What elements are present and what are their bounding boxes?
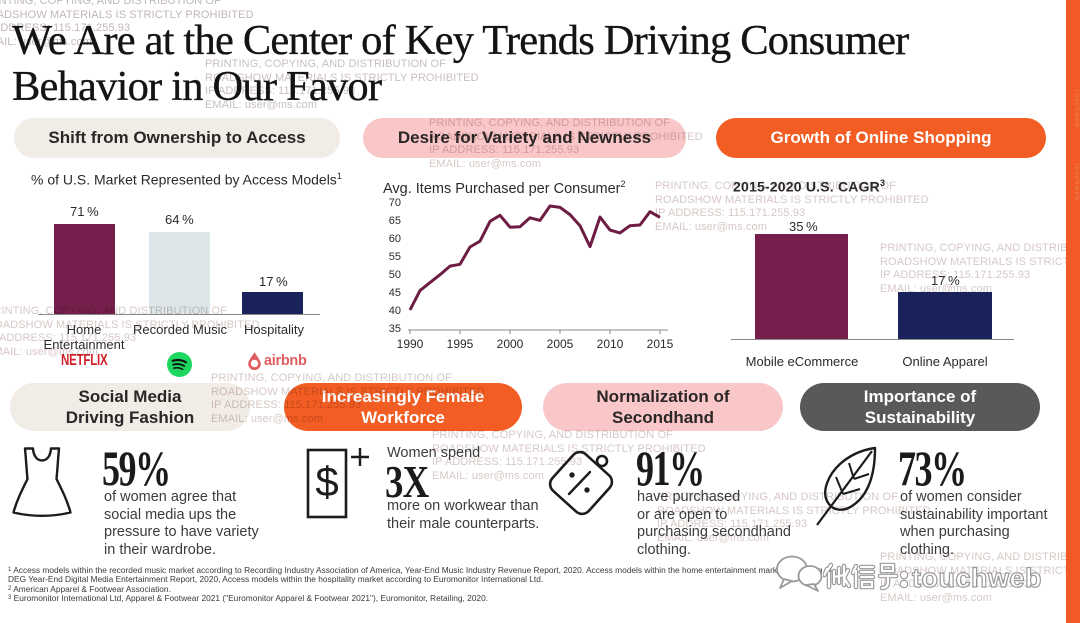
svg-text:$: $ — [315, 458, 338, 505]
svg-text:1995: 1995 — [447, 337, 474, 351]
svg-text:70: 70 — [389, 197, 401, 209]
svg-text:55: 55 — [389, 251, 401, 263]
svg-text:2005: 2005 — [547, 337, 574, 351]
svg-text:1990: 1990 — [397, 337, 424, 351]
svg-text:35: 35 — [389, 323, 401, 335]
svg-text:45: 45 — [389, 287, 401, 299]
svg-text:50: 50 — [389, 269, 401, 281]
svg-text:2015: 2015 — [647, 337, 674, 351]
svg-text:60: 60 — [389, 233, 401, 245]
svg-text:2000: 2000 — [497, 337, 524, 351]
svg-text:65: 65 — [389, 215, 401, 227]
svg-text:40: 40 — [389, 305, 401, 317]
svg-text:2010: 2010 — [597, 337, 624, 351]
